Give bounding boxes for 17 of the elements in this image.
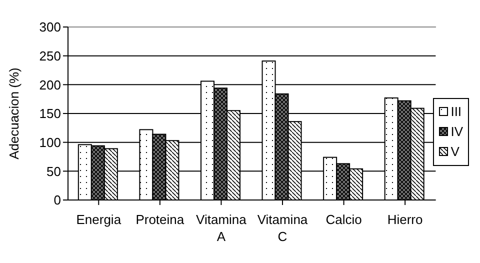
y-tick-label: 150	[39, 106, 61, 122]
y-tick-label: 0	[54, 192, 61, 208]
text: V	[450, 144, 460, 159]
text: III	[450, 104, 462, 119]
x-tick-label: Energia	[76, 212, 122, 228]
y-axis-title: Adecuacion (%)	[6, 68, 22, 160]
x-tick-label: Hierro	[387, 212, 423, 228]
y-tick-label: 100	[39, 134, 61, 150]
x-tick-label: Vitamina C	[257, 212, 308, 244]
x-tick-label: Calcio	[326, 212, 362, 228]
x-tick-label: Proteina	[136, 212, 185, 228]
y-tick-label: 50	[46, 164, 61, 179]
y-tick-label: 250	[39, 48, 61, 64]
x-tick-label: Vitamina A	[196, 212, 248, 244]
y-tick-label: 300	[39, 20, 61, 35]
text: IV	[450, 124, 463, 139]
y-tick-label: 200	[39, 77, 61, 92]
